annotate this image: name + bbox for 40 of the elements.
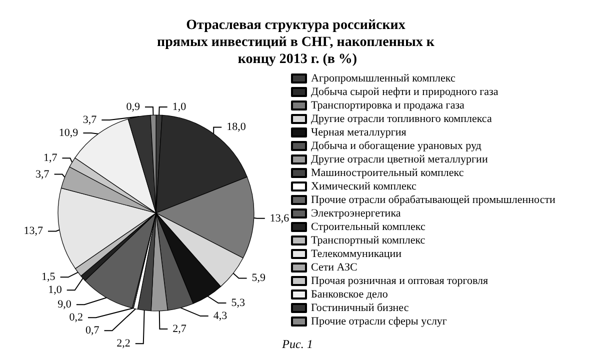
legend-label: Сети АЗС: [311, 262, 358, 274]
data-label: 13,7: [24, 225, 44, 238]
legend-label: Транспортировка и продажа газа: [311, 100, 465, 112]
data-label: 0,9: [126, 101, 141, 114]
legend-label: Другие отрасли топливного комплекса: [311, 113, 492, 125]
data-label: 9,0: [58, 298, 72, 311]
legend-label: Добыча сырой нефти и природного газа: [311, 86, 498, 98]
data-label: 13,6: [270, 212, 290, 224]
legend-label: Транспортный комплекс: [311, 234, 426, 246]
data-label: 1,0: [172, 101, 187, 114]
text: Рис. 1: [281, 337, 313, 351]
legend-label: Другие отрасли цветной металлургии: [311, 154, 488, 166]
data-label: 5,3: [231, 297, 246, 310]
data-label: 0,7: [85, 324, 100, 337]
data-label: 3,7: [82, 114, 98, 126]
legend-label: Строительный комплекс: [311, 221, 426, 233]
legend-label: Прочие отрасли обрабатывающей промышленности: [311, 194, 556, 206]
legend-label: Агропромышленный комплекс: [311, 72, 456, 84]
data-label: 4,3: [213, 310, 228, 322]
data-label: 0,2: [69, 312, 83, 324]
data-label: 1,0: [48, 284, 62, 296]
data-label: 3,7: [36, 168, 50, 180]
data-label: 18,0: [226, 121, 246, 134]
legend-label: Телекоммуникации: [311, 248, 402, 260]
legend-label: Электроэнергетика: [311, 208, 401, 220]
legend-label: Черная металлургия: [311, 126, 406, 138]
data-label: 2,7: [172, 323, 187, 336]
data-label: 1,5: [42, 271, 56, 284]
data-label: 2,2: [116, 338, 130, 350]
legend-label: Банковское дело: [311, 288, 388, 300]
legend-label: Машиностроительный комплекс: [311, 167, 464, 179]
legend-label: Химический комплекс: [311, 180, 416, 192]
data-label: 1,7: [43, 152, 58, 164]
data-label: 10,9: [58, 127, 79, 140]
chart-title: Отраслевая структура российских прямых инвестиций в СНГ, накопленных к концу 2013 г. (в %): [157, 18, 438, 67]
legend-label: Прочая розничная и оптовая торговля: [311, 275, 488, 287]
legend-label: Прочие отрасли сферы услуг: [311, 316, 448, 328]
legend-label: Гостиничный бизнес: [311, 302, 409, 314]
data-label: 5,9: [252, 272, 266, 284]
legend-label: Добыча и обогащение урановых руд: [311, 140, 482, 152]
